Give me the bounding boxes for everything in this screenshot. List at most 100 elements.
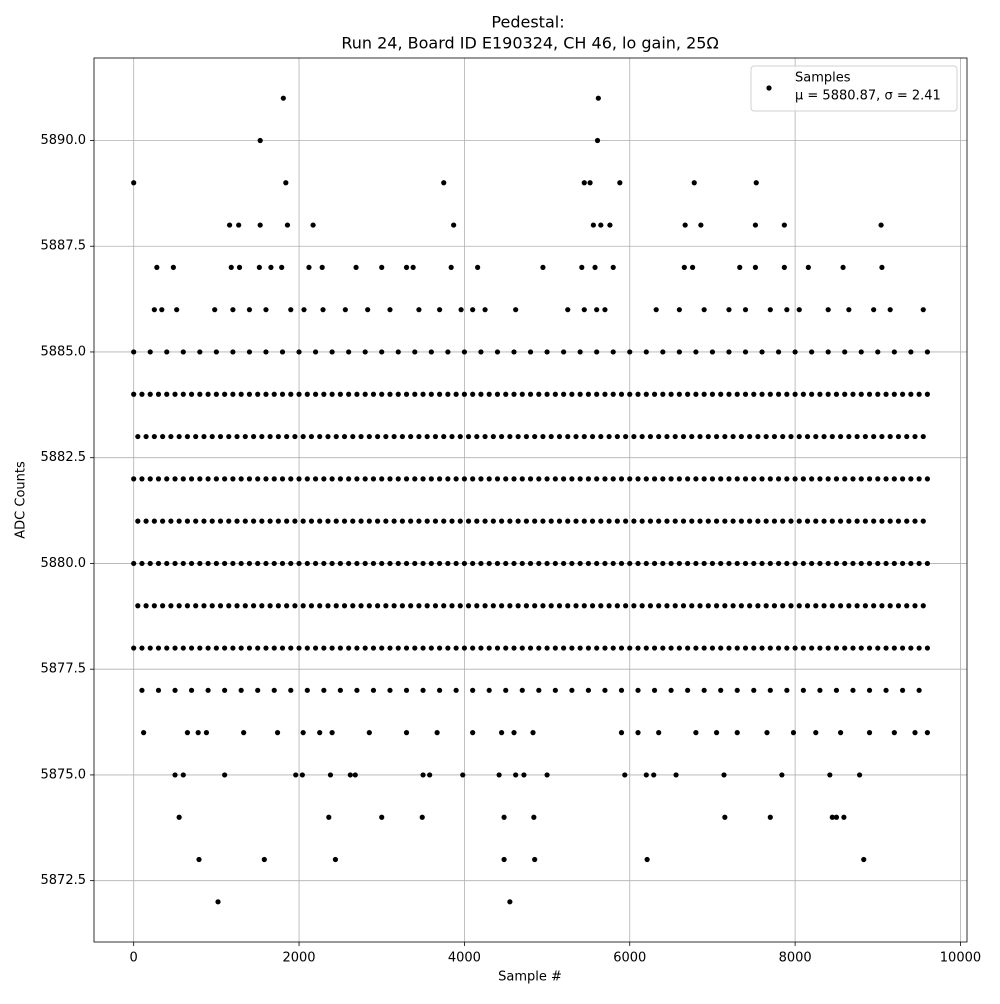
data-point xyxy=(159,307,165,313)
data-point xyxy=(486,476,492,482)
data-point xyxy=(358,518,364,524)
data-point xyxy=(461,645,467,651)
data-point xyxy=(131,180,137,186)
data-point xyxy=(775,349,782,355)
data-point xyxy=(561,645,567,651)
data-point xyxy=(742,307,749,313)
data-point xyxy=(350,603,356,609)
data-point xyxy=(709,349,716,355)
data-point xyxy=(899,560,906,567)
data-point xyxy=(527,349,534,355)
data-point xyxy=(461,349,467,355)
data-point xyxy=(713,518,720,524)
data-point xyxy=(635,391,641,397)
data-point xyxy=(821,433,827,440)
data-point xyxy=(131,349,137,355)
x-tick-label: 10000 xyxy=(940,951,981,966)
data-point xyxy=(395,476,401,482)
data-point xyxy=(841,814,847,820)
data-point xyxy=(891,476,897,482)
data-point xyxy=(193,518,199,524)
data-point xyxy=(275,433,281,440)
data-point xyxy=(691,180,697,186)
data-point xyxy=(697,518,703,524)
data-point xyxy=(602,476,608,482)
data-point xyxy=(383,433,389,440)
data-point xyxy=(228,264,234,270)
data-point xyxy=(581,433,587,440)
data-point xyxy=(486,687,492,693)
data-point xyxy=(763,433,769,440)
data-point xyxy=(312,391,319,397)
data-point xyxy=(916,476,922,482)
data-point xyxy=(304,687,310,693)
data-point xyxy=(594,307,600,313)
data-point xyxy=(507,518,513,524)
data-point xyxy=(804,603,811,609)
data-point xyxy=(796,307,802,313)
data-point xyxy=(412,476,418,482)
data-point xyxy=(279,560,286,567)
data-point xyxy=(569,560,575,567)
data-point xyxy=(230,349,236,355)
data-point xyxy=(614,603,620,609)
data-point xyxy=(672,433,678,440)
data-point xyxy=(410,264,416,270)
data-point xyxy=(259,603,265,609)
data-point xyxy=(511,645,517,651)
data-point xyxy=(631,603,637,609)
data-point xyxy=(217,603,224,609)
x-tick-label: 6000 xyxy=(613,951,646,966)
data-point xyxy=(474,433,480,440)
data-point xyxy=(301,307,307,313)
data-point xyxy=(742,349,749,355)
x-axis-label: Sample # xyxy=(498,970,562,985)
data-point xyxy=(513,307,519,313)
data-point xyxy=(598,222,604,228)
data-point xyxy=(155,391,162,397)
data-point xyxy=(174,307,180,313)
data-point xyxy=(755,433,761,440)
data-point xyxy=(792,349,798,355)
data-point xyxy=(614,518,620,524)
data-point xyxy=(164,560,170,567)
data-point xyxy=(635,645,641,651)
data-point xyxy=(457,518,463,524)
data-point xyxy=(594,137,601,144)
y-tick-label: 5875.0 xyxy=(41,767,87,782)
x-tick-label: 2000 xyxy=(282,951,315,966)
data-point xyxy=(767,307,773,313)
data-point xyxy=(718,687,724,693)
data-point xyxy=(829,603,835,609)
data-point xyxy=(540,433,546,440)
data-point xyxy=(470,730,476,736)
data-point xyxy=(726,645,732,651)
data-point xyxy=(581,603,587,609)
data-point xyxy=(579,264,585,270)
data-point xyxy=(432,603,439,609)
data-point xyxy=(470,307,476,313)
data-point xyxy=(160,518,166,524)
data-point xyxy=(660,391,666,397)
data-point xyxy=(858,560,864,567)
data-point xyxy=(176,433,182,440)
data-point xyxy=(656,433,662,440)
data-point xyxy=(883,687,889,693)
data-point xyxy=(788,518,794,524)
data-point xyxy=(734,687,740,693)
data-point xyxy=(474,603,480,609)
data-point xyxy=(147,349,153,355)
data-point xyxy=(180,772,186,778)
data-point xyxy=(490,603,496,609)
data-point xyxy=(775,391,782,397)
data-point xyxy=(399,603,405,609)
data-point xyxy=(521,772,527,778)
data-point xyxy=(767,560,773,567)
data-point xyxy=(701,687,707,693)
data-point xyxy=(866,687,873,693)
data-point xyxy=(362,645,368,651)
data-point xyxy=(726,391,732,397)
data-point xyxy=(813,730,819,736)
data-point xyxy=(837,730,844,736)
data-point xyxy=(751,645,757,651)
